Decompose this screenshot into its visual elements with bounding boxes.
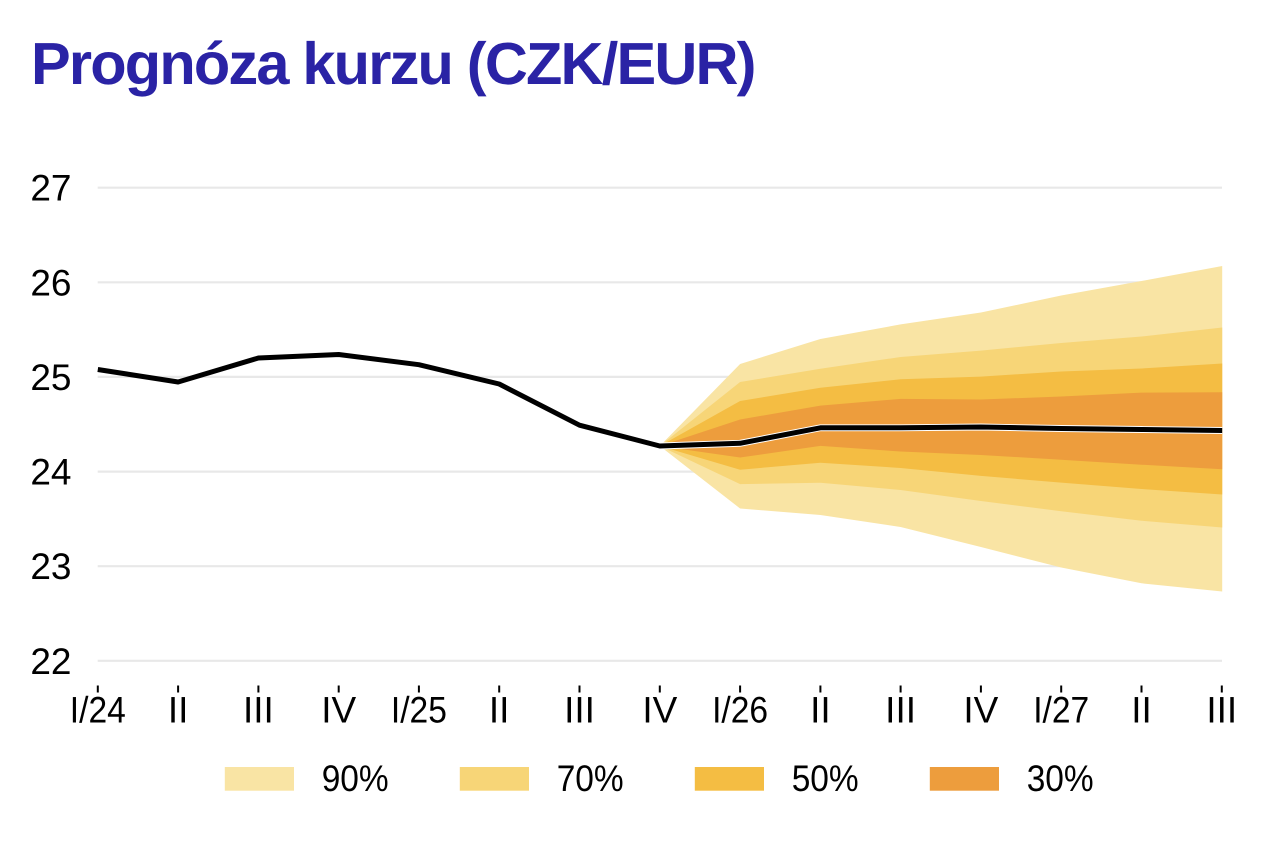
svg-text:III: III <box>885 690 916 731</box>
svg-text:IV: IV <box>642 690 677 731</box>
svg-text:24: 24 <box>30 452 71 493</box>
svg-text:IV: IV <box>321 690 356 731</box>
svg-text:IV: IV <box>963 690 998 731</box>
svg-text:26: 26 <box>30 262 71 303</box>
svg-text:I/25: I/25 <box>391 690 447 731</box>
svg-text:70%: 70% <box>557 758 624 799</box>
svg-text:II: II <box>489 690 510 731</box>
svg-text:II: II <box>168 690 189 731</box>
svg-text:Prognóza kurzu (CZK/EUR): Prognóza kurzu (CZK/EUR) <box>31 30 755 97</box>
svg-text:I/27: I/27 <box>1033 690 1089 731</box>
svg-text:II: II <box>1131 690 1152 731</box>
svg-text:III: III <box>243 690 274 731</box>
svg-text:I/26: I/26 <box>712 690 768 731</box>
svg-text:30%: 30% <box>1027 758 1094 799</box>
svg-text:50%: 50% <box>792 758 859 799</box>
svg-text:I/24: I/24 <box>70 690 126 731</box>
svg-text:22: 22 <box>30 641 71 682</box>
svg-text:II: II <box>810 690 831 731</box>
svg-text:25: 25 <box>30 357 71 398</box>
svg-text:III: III <box>564 690 595 731</box>
svg-text:III: III <box>1206 690 1237 731</box>
svg-text:90%: 90% <box>322 758 389 799</box>
svg-text:23: 23 <box>30 546 71 587</box>
svg-text:27: 27 <box>30 168 71 209</box>
